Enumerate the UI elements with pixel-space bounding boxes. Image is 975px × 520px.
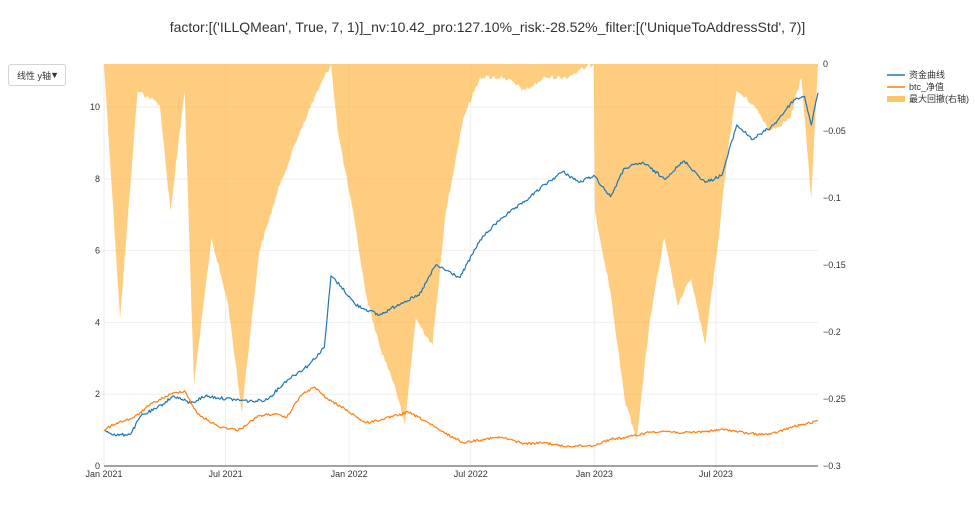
- axis-layer: Jan 2021 Jul 2021 Jan 2022 Jul 2022 Jan 2023…: [85, 59, 845, 479]
- chart-title: factor:[('ILLQMean', True, 7, 1)]_nv:10.…: [169, 19, 806, 35]
- x-tick-label: Jan 2023: [576, 469, 613, 479]
- chevron-down-icon: ▼: [50, 70, 59, 80]
- y-left-tick-label: 0: [95, 461, 100, 471]
- y-right-tick-label: −0.3: [823, 461, 841, 471]
- legend-swatch-drawdown: [887, 96, 905, 102]
- drawdown-area-layer: [104, 64, 818, 440]
- max-drawdown-area: [104, 64, 818, 440]
- y-left-tick-label: 6: [95, 246, 100, 256]
- y-left-tick-label: 8: [95, 174, 100, 184]
- y-axis-scale-dropdown[interactable]: 线性 y轴 ▼: [8, 64, 66, 86]
- equity-curve-line: [103, 92, 819, 437]
- y-left-tick-label: 10: [90, 102, 100, 112]
- legend-item-label: 最大回撤(右轴): [909, 93, 969, 104]
- line-layer: [103, 92, 819, 448]
- y-axis-scale-label: 线性 y轴: [17, 70, 52, 81]
- y-left-tick-label: 4: [95, 317, 100, 327]
- y-right-tick-label: −0.2: [823, 327, 841, 337]
- x-tick-label: Jul 2022: [454, 469, 488, 479]
- y-left-tick-label: 2: [95, 389, 100, 399]
- btc-nav-line: [103, 386, 819, 448]
- legend-item-label: btc_净值: [909, 81, 944, 92]
- x-tick-label: Jul 2021: [209, 469, 243, 479]
- legend-item-label: 资金曲线: [909, 69, 945, 80]
- y-right-tick-label: −0.05: [823, 126, 846, 136]
- y-right-tick-label: −0.15: [823, 260, 846, 270]
- y-right-tick-label: −0.1: [823, 193, 841, 203]
- x-tick-label: Jan 2021: [85, 469, 122, 479]
- y-right-tick-label: 0: [823, 59, 828, 69]
- x-tick-label: Jul 2023: [699, 469, 733, 479]
- y-right-tick-label: −0.25: [823, 394, 846, 404]
- x-tick-label: Jan 2022: [331, 469, 368, 479]
